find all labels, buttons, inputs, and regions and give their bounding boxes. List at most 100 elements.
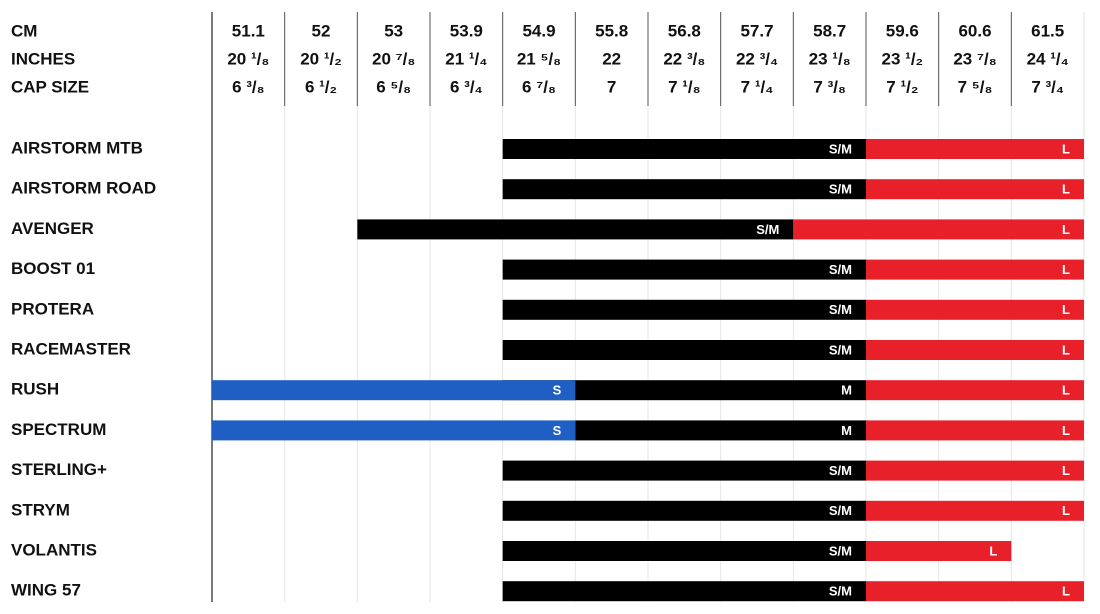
size-label: S/M [829, 543, 852, 558]
header-cell: 7 ¹/₄ [741, 77, 774, 96]
size-bar [212, 420, 576, 441]
product-name: AIRSTORM ROAD [11, 179, 156, 198]
header-row-label: CAP SIZE [11, 77, 89, 96]
size-label: L [1062, 302, 1070, 317]
header-cell: 56.8 [668, 21, 701, 40]
product-name: AIRSTORM MTB [11, 138, 143, 157]
size-label: L [1062, 222, 1070, 237]
size-bar [866, 259, 1084, 280]
size-bar [866, 420, 1084, 441]
size-bar [502, 179, 866, 200]
header-cell: 7 ⁵/₈ [958, 77, 993, 96]
size-label: S [553, 383, 562, 398]
size-label: S/M [829, 302, 852, 317]
size-label: S/M [829, 463, 852, 478]
header-cell: 6 ³/₈ [232, 77, 265, 96]
size-bar [866, 380, 1084, 401]
header-cell: 59.6 [886, 21, 919, 40]
size-bar [866, 340, 1084, 360]
header-cell: 60.6 [958, 21, 991, 40]
header-row-label: CM [11, 21, 37, 40]
size-bar [866, 179, 1084, 200]
header-cell: 6 ¹/₂ [305, 77, 337, 96]
size-bar [502, 541, 866, 561]
size-bar [502, 299, 866, 320]
header-cell: 58.7 [813, 21, 846, 40]
size-bar [502, 380, 866, 401]
size-label: L [1062, 182, 1070, 197]
header-cell: 20 ¹/₈ [227, 49, 269, 68]
header-cell: 22 [602, 49, 621, 68]
product-name: STERLING+ [11, 460, 107, 479]
size-label: S/M [829, 342, 852, 357]
size-label: L [989, 543, 997, 558]
size-label: L [1062, 141, 1070, 156]
size-bar [357, 219, 794, 240]
product-name: STRYM [11, 500, 70, 519]
size-label: M [841, 383, 852, 398]
header-cell: 20 ¹/₂ [300, 49, 342, 68]
product-name: SPECTRUM [11, 420, 106, 439]
size-label: S/M [829, 262, 852, 277]
header-cell: 7 ³/₈ [813, 77, 846, 96]
size-bar [866, 299, 1084, 320]
size-bar [866, 139, 1084, 159]
header-cell: 7 ³/₄ [1031, 77, 1064, 96]
header-cell: 55.8 [595, 21, 628, 40]
size-label: S/M [829, 584, 852, 599]
size-label: S/M [829, 503, 852, 518]
size-label: L [1062, 463, 1070, 478]
header-cell: 57.7 [740, 21, 773, 40]
header-cell: 21 ⁵/₈ [517, 49, 561, 68]
header-cell: 24 ¹/₄ [1027, 49, 1069, 68]
header-cell: 21 ¹/₄ [445, 49, 487, 68]
size-bar [502, 139, 866, 159]
header-cell: 53 [384, 21, 403, 40]
product-name: RACEMASTER [11, 339, 131, 358]
size-bar [866, 500, 1084, 521]
product-name: WING 57 [11, 581, 81, 600]
size-bar [502, 581, 866, 602]
product-name: VOLANTIS [11, 540, 97, 559]
size-label: L [1062, 584, 1070, 599]
size-bar [866, 460, 1084, 481]
size-bar [212, 380, 576, 401]
size-label: M [841, 423, 852, 438]
size-bar [502, 500, 866, 521]
size-label: L [1062, 342, 1070, 357]
size-bar [502, 460, 866, 481]
header-cell: 53.9 [450, 21, 483, 40]
header-cell: 6 ⁵/₈ [376, 77, 411, 96]
header-cell: 22 ³/₄ [736, 49, 778, 68]
size-label: L [1062, 262, 1070, 277]
size-bar [502, 340, 866, 360]
header-cell: 52 [312, 21, 331, 40]
header-cell: 23 ¹/₈ [809, 49, 851, 68]
header-cell: 22 ³/₈ [663, 49, 705, 68]
size-label: L [1062, 423, 1070, 438]
size-bar [866, 541, 1012, 561]
header-cell: 54.9 [522, 21, 555, 40]
header-row-label: INCHES [11, 49, 75, 68]
header-cell: 51.1 [232, 21, 265, 40]
header-cell: 6 ⁷/₈ [522, 77, 556, 96]
size-bar [575, 420, 866, 441]
header-cell: 7 [607, 77, 616, 96]
size-label: S/M [829, 141, 852, 156]
header-cell: 61.5 [1031, 21, 1064, 40]
product-name: RUSH [11, 380, 59, 399]
size-label: S/M [756, 222, 779, 237]
size-label: L [1062, 383, 1070, 398]
product-name: BOOST 01 [11, 259, 95, 278]
size-label: S [553, 423, 562, 438]
size-bar [866, 581, 1084, 602]
size-bar [793, 219, 1084, 240]
header-cell: 20 ⁷/₈ [372, 49, 415, 68]
product-name: PROTERA [11, 299, 94, 318]
header-cell: 7 ¹/₂ [886, 77, 918, 96]
size-label: L [1062, 503, 1070, 518]
header-cell: 6 ³/₄ [450, 77, 483, 96]
size-bar [502, 259, 866, 280]
product-name: AVENGER [11, 219, 94, 238]
